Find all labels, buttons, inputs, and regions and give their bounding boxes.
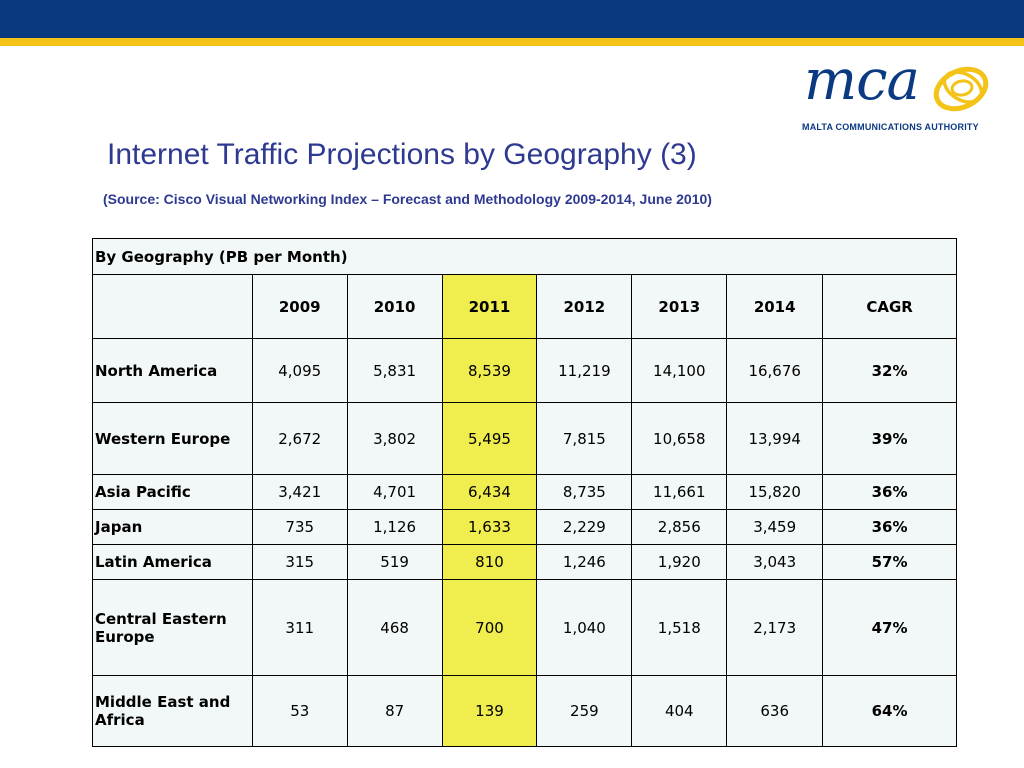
header-empty-cell <box>92 274 253 339</box>
table-row: Central Eastern Europe 311 468 700 1,040 1,51… <box>92 579 957 676</box>
slide-title: Internet Traffic Projections by Geograph… <box>107 138 697 171</box>
row-region-label: Japan <box>92 509 253 545</box>
swirl-ellipse-icon <box>933 66 989 112</box>
cell-cagr: 64% <box>822 675 957 747</box>
cell-value: 519 <box>346 544 443 580</box>
traffic-table: By Geography (PB per Month) 2009 2010 2011… <box>92 238 957 747</box>
cell-value: 2,672 <box>251 402 348 475</box>
row-region-label: Middle East and Africa <box>92 675 253 747</box>
cell-value: 735 <box>251 509 348 545</box>
cell-value: 1,246 <box>536 544 633 580</box>
cell-value: 3,459 <box>726 509 824 545</box>
table-row: Japan 735 1,126 1,633 2,229 2,856 3,459 36% <box>92 509 957 545</box>
cell-cagr: 36% <box>822 474 957 510</box>
cell-value: 10,658 <box>631 402 728 475</box>
cell-value: 7,815 <box>536 402 633 475</box>
row-region-label: Latin America <box>92 544 253 580</box>
cell-value: 3,043 <box>726 544 824 580</box>
cell-value: 1,040 <box>536 579 633 676</box>
cell-value: 1,126 <box>346 509 443 545</box>
cell-value: 87 <box>346 675 443 747</box>
row-region-label: Western Europe <box>92 402 253 475</box>
table-row: North America 4,095 5,831 8,539 11,219 14,100… <box>92 338 957 403</box>
cell-value: 16,676 <box>726 338 824 403</box>
logo-org-name: MALTA COMMUNICATIONS AUTHORITY <box>802 122 979 132</box>
cell-value: 1,633 <box>441 509 538 545</box>
cell-cagr: 39% <box>822 402 957 475</box>
cell-value: 2,856 <box>631 509 728 545</box>
cell-cagr: 36% <box>822 509 957 545</box>
column-header-2014: 2014 <box>726 274 824 339</box>
logo-wordmark: mca <box>804 48 920 113</box>
cell-value: 1,518 <box>631 579 728 676</box>
cell-value: 3,421 <box>251 474 348 510</box>
cell-cagr: 32% <box>822 338 957 403</box>
column-header-2011: 2011 <box>441 274 538 339</box>
table-row: Western Europe 2,672 3,802 5,495 7,815 10,658… <box>92 402 957 475</box>
mca-logo: mca MALTA COMMUNICATIONS AUTHORITY <box>800 48 1000 138</box>
cell-value: 468 <box>346 579 443 676</box>
header-bar <box>0 0 1024 38</box>
cell-value: 5,495 <box>441 402 538 475</box>
table-row: Latin America 315 519 810 1,246 1,920 3,043 57% <box>92 544 957 580</box>
cell-value: 700 <box>441 579 538 676</box>
cell-cagr: 47% <box>822 579 957 676</box>
cell-value: 5,831 <box>346 338 443 403</box>
row-region-label: Central Eastern Europe <box>92 579 253 676</box>
cell-value: 6,434 <box>441 474 538 510</box>
table-row: Asia Pacific 3,421 4,701 6,434 8,735 11,661 15… <box>92 474 957 510</box>
cell-value: 4,701 <box>346 474 443 510</box>
column-header-2009: 2009 <box>251 274 348 339</box>
cell-value: 53 <box>251 675 348 747</box>
cell-value: 8,539 <box>441 338 538 403</box>
cell-value: 2,229 <box>536 509 633 545</box>
cell-value: 3,802 <box>346 402 443 475</box>
cell-value: 8,735 <box>536 474 633 510</box>
column-header-cagr: CAGR <box>822 274 957 339</box>
cell-value: 4,095 <box>251 338 348 403</box>
cell-value: 11,661 <box>631 474 728 510</box>
table-header-row: 2009 2010 2011 2012 2013 2014 CAGR <box>92 274 957 339</box>
row-region-label: North America <box>92 338 253 403</box>
cell-value: 11,219 <box>536 338 633 403</box>
header-accent-stripe <box>0 38 1024 46</box>
row-region-label: Asia Pacific <box>92 474 253 510</box>
cell-value: 15,820 <box>726 474 824 510</box>
cell-cagr: 57% <box>822 544 957 580</box>
cell-value: 810 <box>441 544 538 580</box>
slide-subtitle: (Source: Cisco Visual Networking Index –… <box>103 191 712 207</box>
cell-value: 1,920 <box>631 544 728 580</box>
cell-value: 14,100 <box>631 338 728 403</box>
table-row: Middle East and Africa 53 87 139 259 404 636 64… <box>92 675 957 747</box>
column-header-2012: 2012 <box>536 274 633 339</box>
cell-value: 2,173 <box>726 579 824 676</box>
cell-value: 13,994 <box>726 402 824 475</box>
cell-value: 315 <box>251 544 348 580</box>
table-caption-row: By Geography (PB per Month) <box>92 238 957 275</box>
column-header-2013: 2013 <box>631 274 728 339</box>
cell-value: 636 <box>726 675 824 747</box>
table-caption: By Geography (PB per Month) <box>92 238 957 275</box>
cell-value: 404 <box>631 675 728 747</box>
column-header-2010: 2010 <box>346 274 443 339</box>
cell-value: 259 <box>536 675 633 747</box>
cell-value: 139 <box>441 675 538 747</box>
cell-value: 311 <box>251 579 348 676</box>
